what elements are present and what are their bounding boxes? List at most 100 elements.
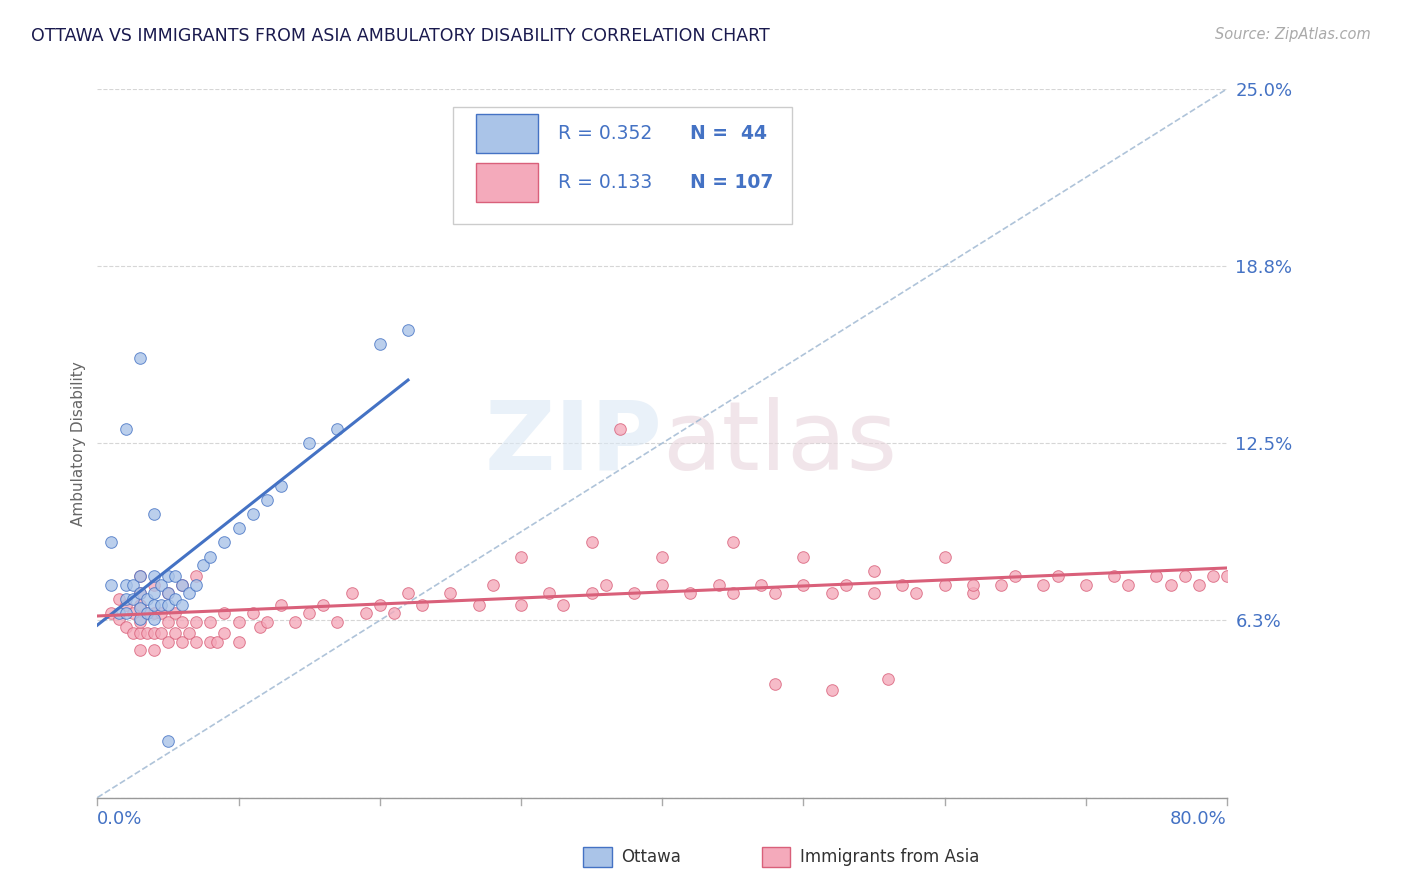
Point bbox=[354, 607, 377, 621]
Point bbox=[135, 592, 157, 607]
Point bbox=[553, 195, 575, 210]
Point bbox=[891, 578, 914, 592]
Point bbox=[142, 598, 165, 612]
Point bbox=[121, 578, 143, 592]
FancyBboxPatch shape bbox=[475, 113, 538, 153]
Point bbox=[1046, 569, 1069, 583]
Point bbox=[228, 615, 250, 629]
Point bbox=[135, 607, 157, 621]
Point bbox=[298, 607, 321, 621]
Point bbox=[142, 507, 165, 521]
Point bbox=[721, 535, 744, 549]
Point bbox=[256, 492, 278, 507]
Point bbox=[763, 677, 786, 691]
Point bbox=[1188, 578, 1211, 592]
Point bbox=[270, 479, 292, 493]
Point bbox=[749, 578, 772, 592]
Point bbox=[382, 607, 405, 621]
Point bbox=[228, 521, 250, 535]
Point bbox=[411, 598, 433, 612]
Point bbox=[1202, 569, 1225, 583]
Point bbox=[820, 682, 842, 697]
Point bbox=[396, 323, 419, 337]
Point bbox=[142, 626, 165, 640]
Point bbox=[214, 607, 236, 621]
Point bbox=[163, 626, 186, 640]
Point bbox=[510, 549, 533, 564]
Point bbox=[510, 598, 533, 612]
Point bbox=[128, 643, 150, 657]
Point bbox=[142, 578, 165, 592]
Point bbox=[142, 586, 165, 600]
Point bbox=[609, 422, 631, 436]
Text: atlas: atlas bbox=[662, 397, 897, 490]
Point bbox=[284, 615, 307, 629]
Point bbox=[156, 569, 179, 583]
Point bbox=[170, 634, 193, 648]
Point bbox=[1116, 578, 1139, 592]
Y-axis label: Ambulatory Disability: Ambulatory Disability bbox=[72, 361, 86, 525]
Point bbox=[100, 607, 122, 621]
Point bbox=[128, 586, 150, 600]
Point bbox=[163, 592, 186, 607]
Point bbox=[107, 592, 129, 607]
Point bbox=[623, 586, 645, 600]
Point bbox=[467, 598, 489, 612]
Point bbox=[142, 643, 165, 657]
Point bbox=[581, 535, 603, 549]
FancyBboxPatch shape bbox=[453, 107, 792, 224]
Point bbox=[128, 600, 150, 615]
Point bbox=[121, 592, 143, 607]
Point bbox=[962, 578, 984, 592]
Point bbox=[1216, 569, 1239, 583]
Point bbox=[242, 507, 264, 521]
Text: R = 0.352: R = 0.352 bbox=[558, 124, 652, 143]
Point bbox=[877, 672, 900, 686]
FancyBboxPatch shape bbox=[475, 163, 538, 202]
Text: Ottawa: Ottawa bbox=[621, 848, 682, 866]
Point bbox=[100, 578, 122, 592]
Point bbox=[270, 598, 292, 612]
Point bbox=[156, 598, 179, 612]
Point bbox=[1032, 578, 1054, 592]
Point bbox=[163, 607, 186, 621]
Point bbox=[114, 598, 136, 612]
Point bbox=[114, 422, 136, 436]
Point bbox=[128, 569, 150, 583]
Point bbox=[481, 578, 503, 592]
Point bbox=[170, 615, 193, 629]
Text: OTTAWA VS IMMIGRANTS FROM ASIA AMBULATORY DISABILITY CORRELATION CHART: OTTAWA VS IMMIGRANTS FROM ASIA AMBULATOR… bbox=[31, 27, 769, 45]
Point bbox=[553, 598, 575, 612]
Point bbox=[149, 607, 172, 621]
Point bbox=[538, 586, 561, 600]
Point bbox=[114, 578, 136, 592]
FancyBboxPatch shape bbox=[583, 847, 612, 867]
FancyBboxPatch shape bbox=[762, 847, 790, 867]
Point bbox=[990, 578, 1012, 592]
Point bbox=[170, 578, 193, 592]
Point bbox=[142, 569, 165, 583]
Point bbox=[249, 620, 271, 634]
Point bbox=[135, 607, 157, 621]
Point bbox=[792, 578, 814, 592]
Point bbox=[107, 612, 129, 626]
Point bbox=[1004, 569, 1026, 583]
Point bbox=[1160, 578, 1182, 592]
Point bbox=[128, 615, 150, 629]
Point bbox=[595, 578, 617, 592]
Point bbox=[128, 598, 150, 612]
Point bbox=[114, 607, 136, 621]
Point bbox=[186, 578, 208, 592]
Point bbox=[114, 592, 136, 607]
Point bbox=[200, 634, 222, 648]
Point bbox=[186, 569, 208, 583]
Point bbox=[396, 586, 419, 600]
Point bbox=[179, 626, 201, 640]
Point bbox=[128, 351, 150, 366]
Point bbox=[200, 549, 222, 564]
Point bbox=[135, 626, 157, 640]
Point bbox=[934, 578, 956, 592]
Point bbox=[326, 615, 349, 629]
Point bbox=[298, 436, 321, 450]
Point bbox=[156, 734, 179, 748]
